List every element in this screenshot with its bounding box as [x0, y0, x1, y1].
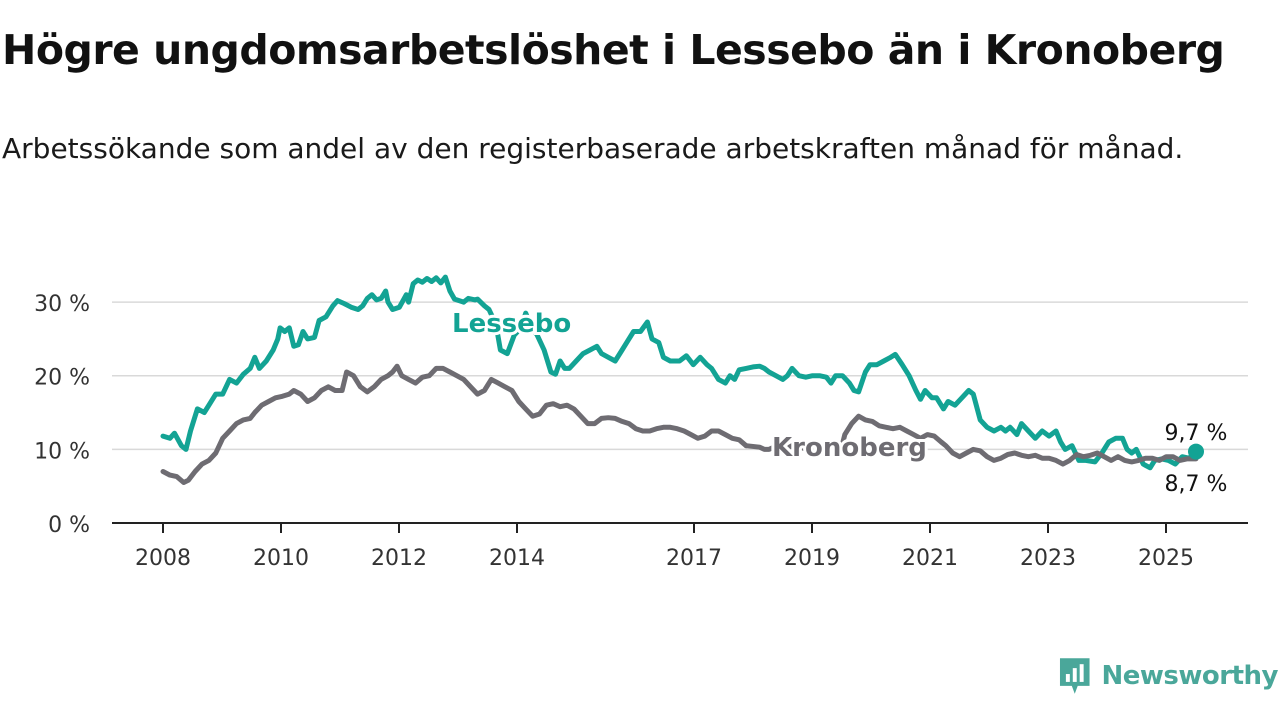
series-line-lessebo-0	[160, 274, 467, 452]
x-tick-label: 2021	[902, 546, 958, 571]
gridlines	[112, 301, 1248, 451]
x-tick-label: 2010	[253, 546, 309, 571]
x-tick-label: 2019	[784, 546, 840, 571]
x-tick-label: 2008	[135, 546, 191, 571]
end-value-lessebo: 9,7 %	[1165, 421, 1228, 446]
end-value-kronoberg: 8,7 %	[1165, 472, 1228, 497]
x-axis: 2008 2010 2012 2014 2017 2019 2021 2023 2025	[112, 522, 1248, 571]
series-line-kronoberg-2	[160, 363, 749, 485]
x-tick-label: 2014	[489, 546, 545, 571]
x-tick-label: 2025	[1138, 546, 1194, 571]
series-line-lessebo-1	[461, 295, 1199, 471]
chart-subtitle: Arbetssökande som andel av den registerb…	[2, 132, 1184, 165]
x-tick-label: 2017	[666, 546, 722, 571]
series-labels: Lessebo Kronoberg 9,7 % 8,7 %	[449, 306, 1228, 497]
series-label-lessebo: Lessebo	[452, 309, 571, 339]
y-tick-label: 0 %	[48, 513, 90, 538]
newsworthy-brand: Newsworthy	[1058, 654, 1279, 698]
y-tick-label: 30 %	[34, 292, 90, 317]
y-axis-ticks: 0 % 10 % 20 % 30 %	[34, 292, 90, 538]
y-tick-label: 10 %	[34, 439, 90, 464]
series-label-kronoberg: Kronoberg	[772, 433, 927, 463]
line-chart: 0 % 10 % 20 % 30 % 2008 2010 2012 2014 2017 2019…	[34, 274, 1248, 571]
end-point-lessebo	[1188, 443, 1204, 460]
series-line-kronoberg-3	[743, 413, 1199, 467]
x-tick-label: 2012	[371, 546, 427, 571]
y-tick-label: 20 %	[34, 366, 90, 391]
series-lines	[160, 274, 1199, 485]
brand-name: Newsworthy	[1101, 661, 1279, 691]
newsworthy-logo-icon	[1059, 658, 1090, 694]
chart-title: Högre ungdomsarbetslöshet i Lessebo än i…	[2, 26, 1225, 74]
x-tick-label: 2023	[1020, 546, 1076, 571]
